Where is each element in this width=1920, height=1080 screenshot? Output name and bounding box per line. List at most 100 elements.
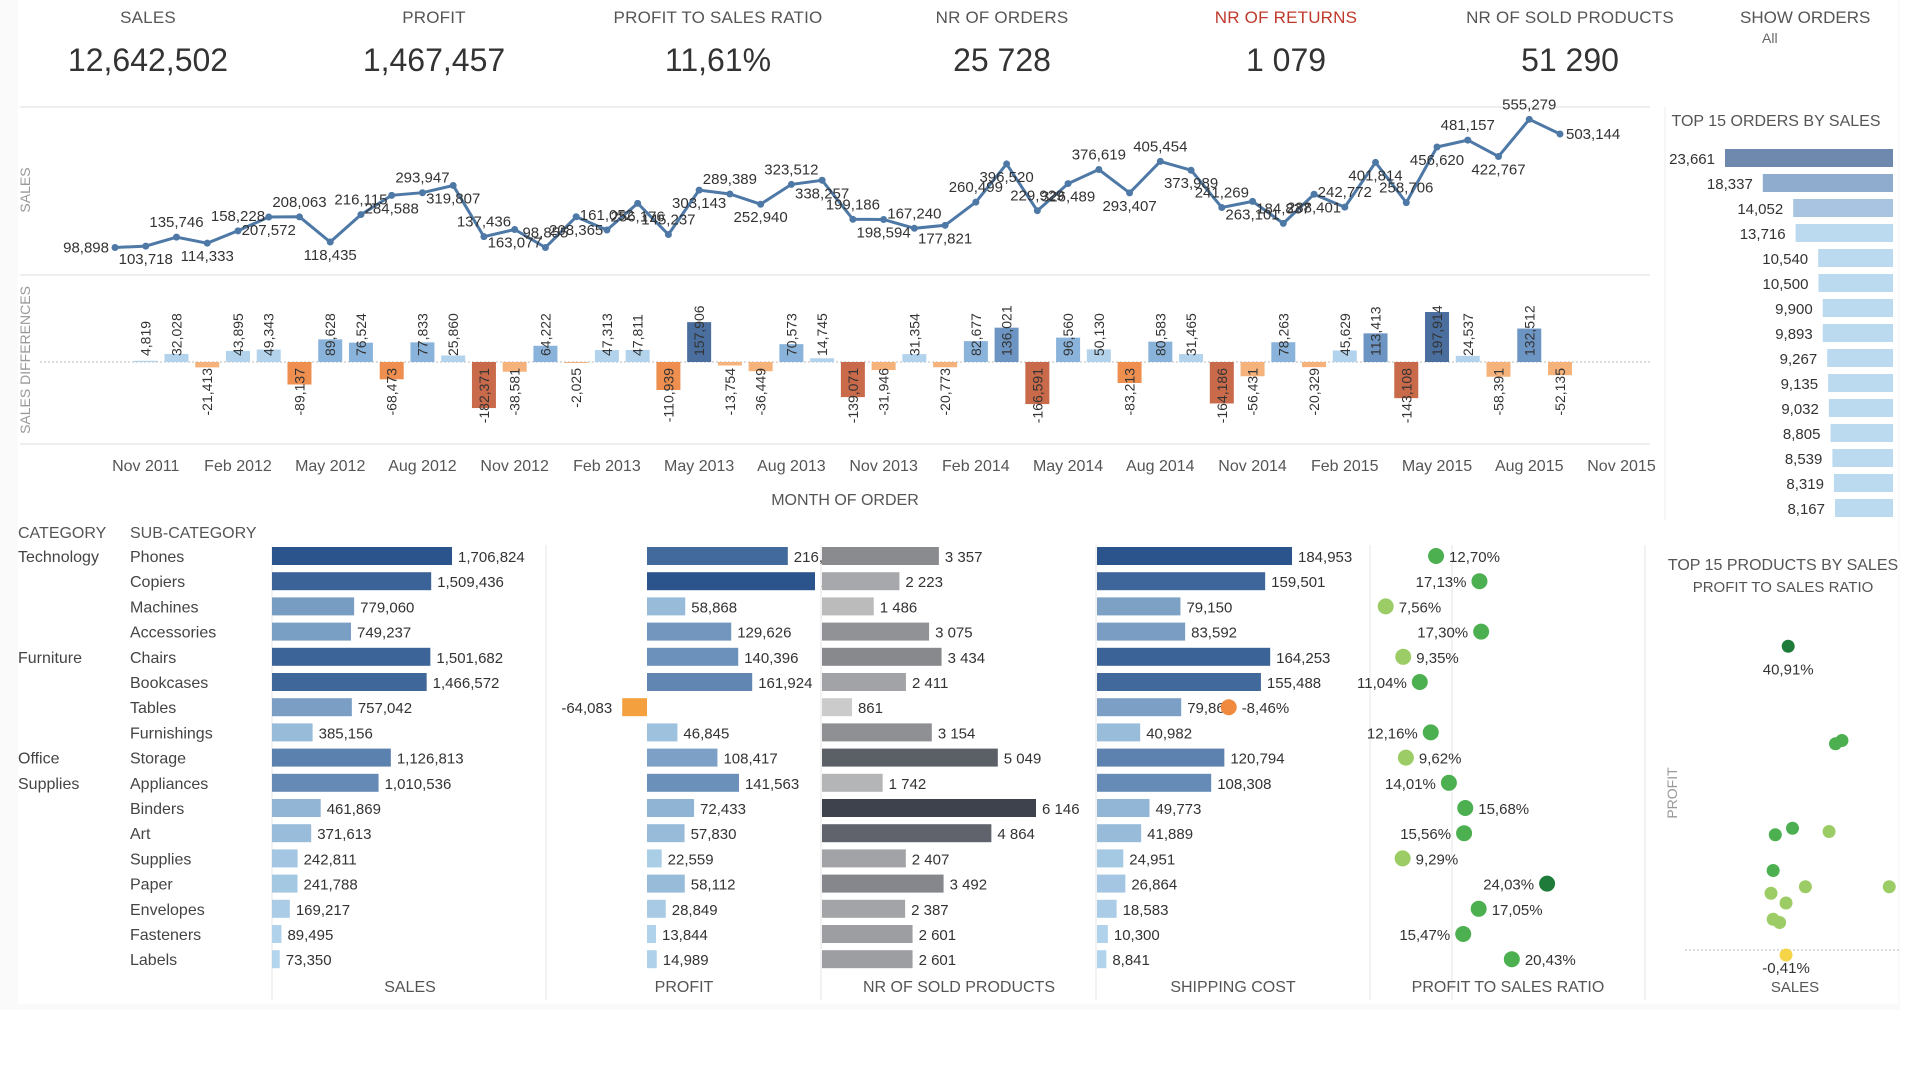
subcategory-label: Phones <box>130 549 184 566</box>
shipping-bar <box>1097 647 1271 666</box>
ratio-dot <box>1422 724 1439 741</box>
ratio-value: 17,30% <box>1417 625 1468 642</box>
diff-bar <box>656 362 681 391</box>
column-header: NR OF SOLD PRODUCTS <box>863 979 1055 996</box>
sold-bar <box>822 673 906 691</box>
ratio-value: 7,56% <box>1399 599 1442 616</box>
scatter-point <box>1781 639 1795 653</box>
sales-point-label: 555,279 <box>1502 96 1556 113</box>
sales-point <box>695 186 703 194</box>
x-tick-label: Nov 2015 <box>1587 458 1656 475</box>
top-order-bar <box>1832 449 1893 467</box>
sales-point <box>1464 136 1472 144</box>
shipping-value: 79,150 <box>1186 599 1232 616</box>
top-order-label: 8,167 <box>1787 501 1825 518</box>
sales-point-label: 263,101 <box>1225 206 1279 223</box>
sold-bar <box>822 547 939 565</box>
ratio-value: 14,01% <box>1385 776 1436 793</box>
diff-bar <box>133 360 158 362</box>
ratio-dot <box>1397 749 1414 766</box>
sales-value: 757,042 <box>358 700 412 717</box>
scatter-y-label: PROFIT <box>1664 767 1680 819</box>
kpi-sales: SALES 12,642,502 <box>8 8 288 79</box>
sales-point <box>172 233 180 241</box>
table-header: CATEGORY <box>18 525 107 542</box>
sales-bar <box>272 849 298 868</box>
scatter-point-label: -0,41% <box>1762 960 1810 977</box>
diff-label: 43,895 <box>230 313 246 356</box>
sales-point-label: 145,237 <box>641 211 695 228</box>
ratio-dot <box>1457 800 1474 816</box>
show-orders-filter[interactable]: SHOW ORDERS All <box>1740 8 1900 46</box>
ratio-value: 20,43% <box>1525 952 1576 969</box>
top-order-label: 10,540 <box>1762 251 1808 268</box>
ratio-value: 9,29% <box>1416 851 1459 868</box>
ratio-value: 9,35% <box>1416 650 1459 667</box>
sales-point <box>1033 207 1041 215</box>
sales-point <box>757 200 765 208</box>
sales-bar <box>272 647 431 666</box>
diff-bar <box>779 344 804 362</box>
sales-point-label: 229,929 <box>1010 188 1064 205</box>
diff-bar <box>164 353 189 362</box>
shipping-bar <box>1097 773 1212 792</box>
subcategory-label: Appliances <box>130 776 208 793</box>
diff-bar <box>564 362 589 363</box>
diff-label: 64,222 <box>537 313 553 356</box>
sales-point <box>1187 166 1195 174</box>
sales-point-label: 199,186 <box>826 196 880 213</box>
column-header: PROFIT TO SALES RATIO <box>1412 979 1605 996</box>
top-order-label: 9,267 <box>1780 351 1818 368</box>
sales-point <box>849 215 857 223</box>
ratio-value: 9,62% <box>1419 751 1462 768</box>
sold-bar <box>822 773 883 792</box>
profit-bar <box>647 899 666 918</box>
diff-label: 47,313 <box>599 313 615 356</box>
profit-value: 140,396 <box>744 650 798 667</box>
sold-bar <box>822 698 852 717</box>
sales-point <box>480 233 488 241</box>
sold-bar <box>822 597 874 616</box>
profit-bar <box>647 799 695 817</box>
ratio-value: -8,46% <box>1242 700 1290 717</box>
x-tick-label: Aug 2015 <box>1495 458 1564 475</box>
diff-bar <box>687 322 712 362</box>
sold-value: 2 407 <box>912 851 950 868</box>
sales-point <box>880 216 888 224</box>
diff-label: 89,628 <box>322 313 338 356</box>
subcategory-label: Machines <box>130 599 198 616</box>
profit-bar <box>647 723 678 742</box>
diff-bar <box>1394 362 1419 399</box>
shipping-value: 18,583 <box>1123 902 1169 919</box>
sales-value: 242,811 <box>304 851 357 868</box>
kpi-sold-products: NR OF SOLD PRODUCTS 51 290 <box>1430 8 1710 79</box>
diff-bar <box>748 362 773 372</box>
scatter-point <box>1798 880 1812 894</box>
top-order-bar <box>1827 349 1893 367</box>
sales-bar <box>272 597 355 616</box>
sold-value: 3 075 <box>935 625 973 642</box>
profit-value: 161,924 <box>758 675 812 692</box>
shipping-value: 108,308 <box>1217 776 1271 793</box>
top-order-label: 8,539 <box>1785 451 1823 468</box>
sales-value: 1,466,572 <box>433 675 500 692</box>
kpi-value: 25 728 <box>953 42 1051 78</box>
scatter-point <box>1829 737 1842 751</box>
show-orders-value[interactable]: All <box>1762 30 1778 46</box>
x-tick-label: May 2015 <box>1402 458 1472 475</box>
shipping-value: 26,864 <box>1131 877 1177 894</box>
shipping-bar <box>1097 925 1108 943</box>
diff-label: -143,108 <box>1398 368 1414 423</box>
diff-label: 80,583 <box>1152 313 1168 356</box>
sold-bar <box>822 874 944 893</box>
subcategory-label: Envelopes <box>130 902 205 919</box>
scatter-point <box>1768 828 1782 842</box>
sales-point-label: 323,512 <box>764 161 818 178</box>
diff-label: -83,213 <box>1122 368 1138 416</box>
diff-bar <box>379 362 404 380</box>
subcategory-label: Copiers <box>130 574 185 591</box>
sales-point-label: 158,228 <box>211 208 265 225</box>
sales-point-label: 118,435 <box>304 247 357 264</box>
shipping-bar <box>1097 723 1141 742</box>
